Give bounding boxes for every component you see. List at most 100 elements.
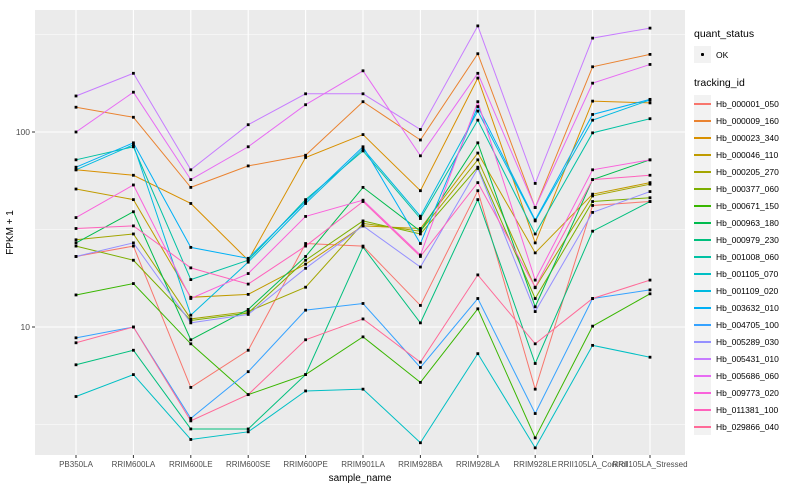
data-point bbox=[648, 181, 652, 185]
data-point bbox=[419, 128, 422, 131]
data-point bbox=[304, 215, 307, 218]
data-point bbox=[419, 214, 422, 218]
data-point bbox=[246, 260, 250, 264]
data-point bbox=[304, 92, 307, 96]
series-line-key bbox=[694, 248, 711, 265]
data-point bbox=[304, 200, 307, 203]
data-point bbox=[189, 338, 193, 342]
data-point bbox=[304, 242, 307, 245]
data-point bbox=[476, 198, 480, 202]
legend-title-quant-status: quant_status bbox=[694, 28, 755, 40]
data-point bbox=[361, 302, 365, 305]
data-point bbox=[132, 145, 135, 149]
data-point bbox=[304, 258, 307, 262]
data-point bbox=[361, 149, 365, 153]
series-line-key bbox=[694, 367, 711, 384]
data-point bbox=[304, 103, 307, 107]
legend-spacer bbox=[694, 63, 800, 77]
line-swatch-icon bbox=[694, 136, 711, 139]
data-point bbox=[476, 189, 480, 193]
legend-item-Hb_004705_100: Hb_004705_100 bbox=[694, 316, 800, 333]
legend-item-Hb_000205_270: Hb_000205_270 bbox=[694, 163, 800, 180]
data-point bbox=[648, 196, 652, 200]
data-point bbox=[74, 105, 78, 109]
legend-item-Hb_005686_060: Hb_005686_060 bbox=[694, 367, 800, 384]
data-point bbox=[361, 133, 365, 136]
data-point bbox=[476, 158, 480, 162]
legend: quant_status OK tracking_id Hb_000001_05… bbox=[694, 28, 800, 435]
data-point bbox=[132, 115, 135, 119]
data-point bbox=[648, 173, 652, 177]
x-tick-label: RRII105LA_Control bbox=[558, 460, 628, 469]
line-swatch-icon bbox=[694, 340, 711, 343]
data-point bbox=[419, 366, 422, 369]
line-swatch-icon bbox=[694, 221, 711, 224]
data-point bbox=[476, 71, 480, 75]
data-point bbox=[189, 416, 193, 420]
legend-item-label: Hb_004705_100 bbox=[716, 319, 779, 330]
data-point bbox=[648, 182, 652, 186]
data-point bbox=[533, 342, 537, 346]
legend-item-label: Hb_029866_040 bbox=[716, 421, 779, 432]
data-point bbox=[74, 130, 78, 134]
series-line-key bbox=[694, 180, 711, 197]
data-point bbox=[476, 181, 480, 185]
line-swatch-icon bbox=[694, 374, 711, 377]
data-point bbox=[476, 105, 480, 108]
x-tick-label: RRIM600PE bbox=[283, 460, 327, 469]
data-point bbox=[304, 244, 307, 248]
x-tick-label: RRIM600LA bbox=[112, 460, 156, 469]
data-point bbox=[419, 154, 422, 158]
data-point bbox=[132, 258, 135, 262]
series-line-key bbox=[694, 112, 711, 129]
data-point bbox=[246, 292, 250, 296]
tracking-id-legend-items: Hb_000001_050 Hb_000009_160 Hb_000023_340 H… bbox=[694, 95, 800, 435]
legend-item-label: Hb_005431_010 bbox=[716, 353, 779, 364]
data-point bbox=[419, 441, 422, 445]
data-point bbox=[74, 238, 78, 242]
data-point bbox=[476, 167, 480, 170]
data-point bbox=[361, 92, 365, 96]
data-point bbox=[189, 313, 193, 317]
legend-item-label: Hb_001109_020 bbox=[716, 285, 779, 296]
data-point bbox=[74, 395, 78, 398]
x-tick-label: RRIM600LE bbox=[169, 460, 213, 469]
series-line-key bbox=[694, 401, 711, 418]
data-point bbox=[132, 141, 135, 145]
data-point bbox=[189, 438, 193, 441]
plot-panel bbox=[35, 10, 685, 455]
legend-item-Hb_000671_150: Hb_000671_150 bbox=[694, 197, 800, 214]
line-swatch-icon bbox=[694, 272, 711, 275]
data-point bbox=[591, 324, 594, 328]
data-point bbox=[476, 151, 480, 155]
data-point bbox=[74, 363, 78, 367]
data-point bbox=[189, 185, 193, 189]
data-point bbox=[361, 145, 365, 149]
data-point bbox=[74, 187, 78, 191]
legend-item-label: Hb_005686_060 bbox=[716, 370, 779, 381]
series-line-key bbox=[694, 163, 711, 180]
data-point bbox=[419, 380, 422, 384]
series-line-key bbox=[694, 384, 711, 401]
data-point bbox=[189, 178, 193, 182]
legend-item-label: Hb_000963_180 bbox=[716, 217, 779, 228]
data-point bbox=[419, 189, 422, 193]
data-point bbox=[189, 321, 193, 325]
legend-item-ok: OK bbox=[694, 46, 800, 63]
legend-title-tracking-id: tracking_id bbox=[694, 77, 745, 89]
legend-item-Hb_029866_040: Hb_029866_040 bbox=[694, 418, 800, 435]
legend-item-Hb_000979_230: Hb_000979_230 bbox=[694, 231, 800, 248]
data-point bbox=[533, 218, 537, 222]
data-point bbox=[246, 256, 250, 260]
data-point bbox=[361, 100, 365, 104]
data-point bbox=[533, 436, 537, 440]
legend-item-label: Hb_000009_160 bbox=[716, 115, 779, 126]
data-point bbox=[419, 304, 422, 307]
data-point bbox=[533, 278, 537, 282]
data-point bbox=[132, 244, 135, 248]
data-point bbox=[361, 224, 365, 228]
data-point bbox=[189, 342, 193, 346]
data-point bbox=[533, 232, 537, 236]
y-axis-tick-labels: 10 100 bbox=[16, 127, 30, 332]
data-point bbox=[648, 53, 652, 56]
